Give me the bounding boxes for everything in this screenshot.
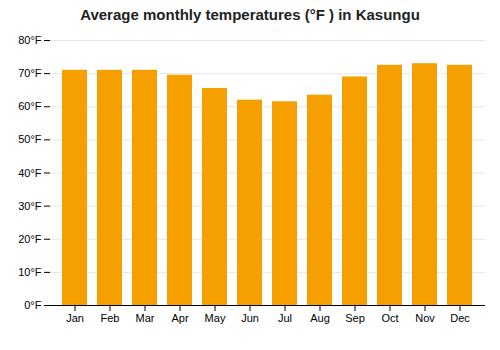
svg-text:May: May [205, 312, 226, 324]
svg-text:Nov: Nov [415, 312, 435, 324]
svg-text:70°F: 70°F [18, 67, 42, 79]
svg-text:0°F: 0°F [24, 299, 42, 311]
svg-text:30°F: 30°F [18, 200, 42, 212]
svg-text:50°F: 50°F [18, 133, 42, 145]
svg-text:Dec: Dec [450, 312, 470, 324]
svg-text:Jun: Jun [241, 312, 259, 324]
svg-text:80°F: 80°F [18, 34, 42, 46]
svg-text:Apr: Apr [171, 312, 188, 324]
svg-text:Jan: Jan [66, 312, 84, 324]
html-text:Average monthly temperatures (: Average monthly temperatures (°F ) in Ka… [80, 6, 420, 23]
svg-text:40°F: 40°F [18, 167, 42, 179]
svg-text:20°F: 20°F [18, 233, 42, 245]
svg-text:10°F: 10°F [18, 266, 42, 278]
svg-text:Aug: Aug [310, 312, 330, 324]
svg-text:Feb: Feb [101, 312, 120, 324]
svg-text:60°F: 60°F [18, 100, 42, 112]
svg-text:Jul: Jul [278, 312, 292, 324]
svg-text:Sep: Sep [345, 312, 365, 324]
svg-text:Oct: Oct [381, 312, 398, 324]
svg-text:Mar: Mar [136, 312, 155, 324]
